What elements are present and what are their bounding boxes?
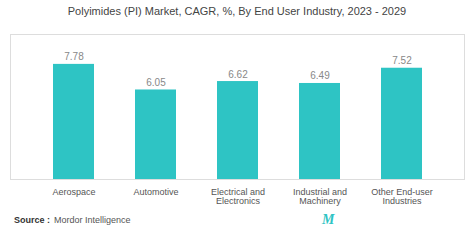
svg-text:6.05: 6.05	[146, 77, 166, 88]
svg-text:Industrial andMachinery: Industrial andMachinery	[293, 187, 347, 206]
svg-text:Electrical andElectronics: Electrical andElectronics	[211, 187, 265, 206]
html-text:Polyimides (PI) Market, CAGR,: Polyimides (PI) Market, CAGR, %, By End …	[67, 5, 407, 17]
html-text:Mordor Intelligence: Mordor Intelligence	[54, 215, 131, 225]
svg-text:Automotive: Automotive	[133, 187, 178, 197]
svg-text:7.78: 7.78	[64, 51, 84, 62]
svg-text:6.62: 6.62	[228, 69, 248, 80]
html-text:Source :: Source :	[14, 215, 50, 225]
svg-text:Aerospace: Aerospace	[52, 187, 95, 197]
svg-text:7.52: 7.52	[392, 55, 412, 66]
svg-text:Other End-userIndustries: Other End-userIndustries	[371, 187, 433, 206]
svg-text:6.49: 6.49	[310, 70, 330, 81]
html-text:Μ: Μ	[322, 212, 335, 227]
